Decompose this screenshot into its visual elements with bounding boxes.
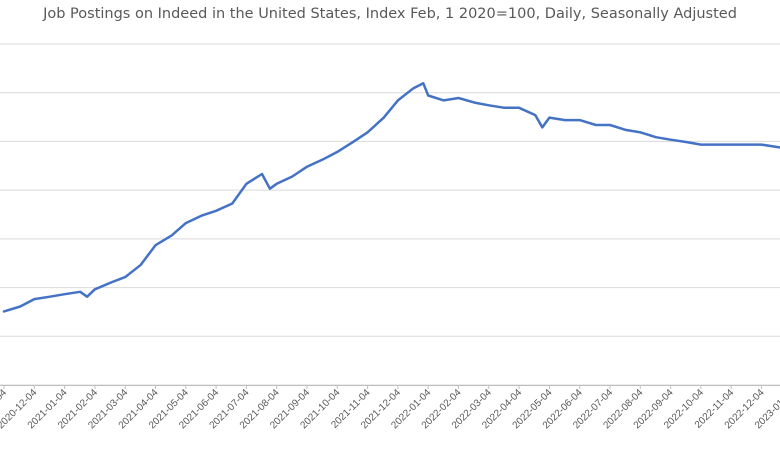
x-tick-labels: 2020-11-042020-12-042021-01-042021-02-04… [0,387,780,431]
chart-title: Job Postings on Indeed in the United Sta… [43,6,737,22]
series-line [2,82,780,313]
x-axis [0,385,780,389]
series-layer [2,82,780,313]
gridlines [0,43,780,386]
